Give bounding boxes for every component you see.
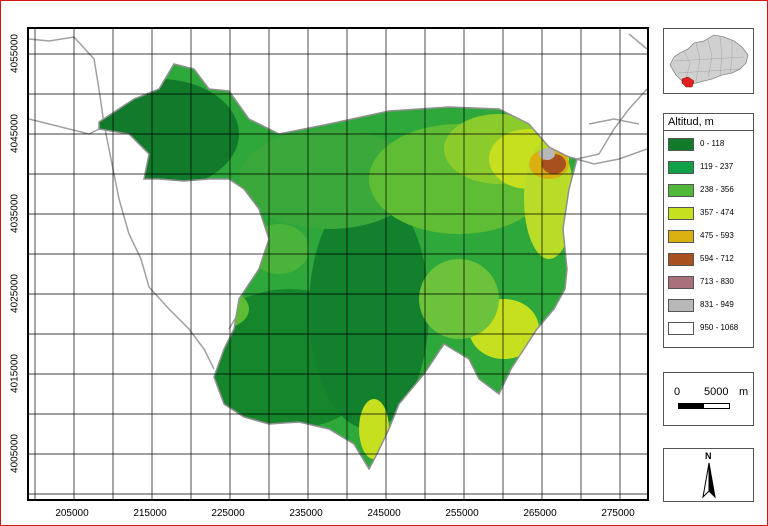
legend: Altitud, m 0 - 118 119 - 237 238 - 356 357 … xyxy=(663,113,754,348)
x-tick-label: 205000 xyxy=(55,508,89,519)
legend-swatch xyxy=(668,138,694,151)
region-boundary xyxy=(98,63,578,471)
north-arrow-box: N xyxy=(663,448,754,502)
legend-label: 357 - 474 xyxy=(700,208,734,217)
legend-label: 475 - 593 xyxy=(700,231,734,240)
y-tick-label: 4035000 xyxy=(9,194,21,233)
legend-label: 119 - 237 xyxy=(700,162,734,171)
legend-label: 0 - 118 xyxy=(700,139,725,148)
scale-start-label: 0 xyxy=(674,386,681,398)
scale-unit-label: m xyxy=(739,386,749,398)
x-tick-label: 265000 xyxy=(523,508,557,519)
north-label: N xyxy=(705,451,712,461)
scale-bar xyxy=(678,403,730,409)
legend-title: Altitud, m xyxy=(668,116,714,128)
legend-swatch xyxy=(668,322,694,335)
scale-bar-box: 0 5000 m xyxy=(663,372,754,426)
x-tick-label: 235000 xyxy=(289,508,323,519)
legend-swatch xyxy=(668,184,694,197)
x-tick-label: 255000 xyxy=(445,508,479,519)
legend-label: 713 - 830 xyxy=(700,277,734,286)
andalusia-locator-map xyxy=(669,34,749,88)
x-tick-label: 275000 xyxy=(601,508,635,519)
coordinate-grid xyxy=(29,29,647,499)
x-tick-label: 245000 xyxy=(367,508,401,519)
legend-divider xyxy=(664,130,753,131)
y-tick-label: 4005000 xyxy=(9,434,21,473)
legend-swatch xyxy=(668,161,694,174)
legend-swatch xyxy=(668,276,694,289)
x-tick-label: 215000 xyxy=(133,508,167,519)
legend-label: 950 - 1068 xyxy=(700,323,739,332)
elevation-region xyxy=(99,64,577,469)
legend-swatch xyxy=(668,207,694,220)
y-tick-label: 4015000 xyxy=(9,354,21,393)
north-arrow-icon xyxy=(702,462,716,499)
map-canvas xyxy=(29,29,647,499)
y-tick-label: 4045000 xyxy=(9,114,21,153)
study-area-highlight xyxy=(681,76,695,88)
scale-end-label: 5000 xyxy=(704,386,729,398)
legend-label: 594 - 712 xyxy=(700,254,734,263)
legend-swatch xyxy=(668,253,694,266)
legend-label: 238 - 356 xyxy=(700,185,734,194)
legend-swatch xyxy=(668,299,694,312)
locator-inset xyxy=(663,28,754,94)
legend-label: 831 - 949 xyxy=(700,300,734,309)
map-panel[interactable] xyxy=(27,27,649,501)
coastline xyxy=(29,33,647,370)
y-tick-label: 4025000 xyxy=(9,274,21,313)
y-tick-label: 4055000 xyxy=(9,34,21,73)
x-tick-label: 225000 xyxy=(211,508,245,519)
legend-swatch xyxy=(668,230,694,243)
